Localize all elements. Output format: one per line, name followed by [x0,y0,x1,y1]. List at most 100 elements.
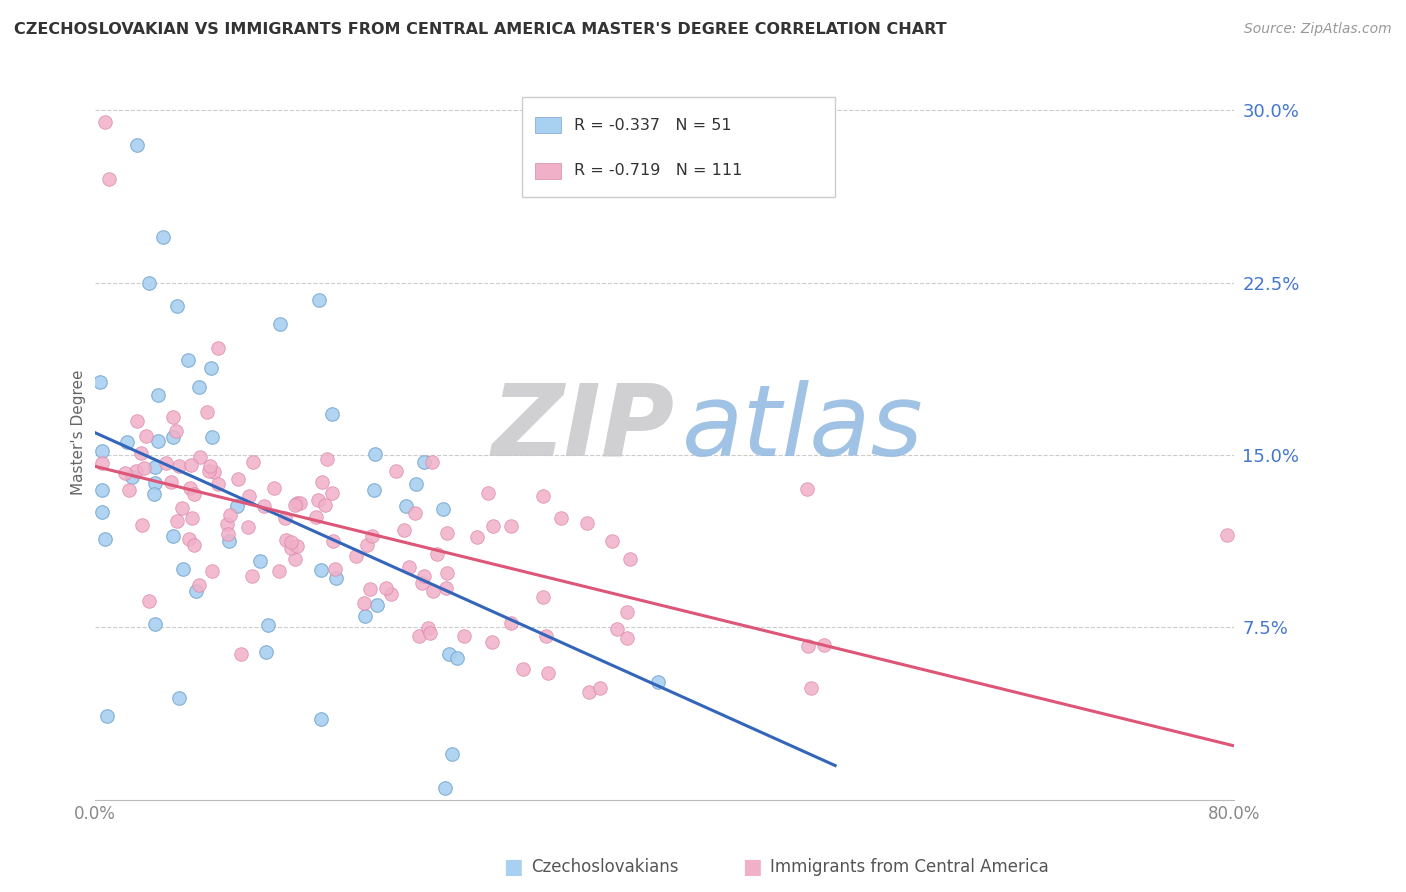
FancyBboxPatch shape [522,97,835,196]
Text: R = -0.719   N = 111: R = -0.719 N = 111 [574,163,742,178]
Point [434,581,457,595]
Y-axis label: Master's Degree: Master's Degree [72,369,86,495]
Point [418,621,440,635]
Point [263,481,285,495]
Point [180,458,202,472]
Point [578,685,600,699]
Point [229,647,252,661]
Point [284,551,307,566]
Point [481,635,503,649]
Point [363,483,385,497]
Point [285,496,308,510]
Point [477,486,499,500]
Point [201,430,224,444]
FancyBboxPatch shape [536,117,561,133]
Point [600,533,623,548]
Point [207,477,229,491]
Point [813,638,835,652]
Point [118,483,141,497]
Point [226,499,249,513]
Point [125,464,148,478]
Point [94,532,117,546]
Point [155,456,177,470]
Point [198,458,221,473]
Point [311,475,333,489]
Point [534,629,557,643]
Point [167,690,190,705]
Point [267,564,290,578]
Point [218,534,240,549]
Point [465,530,488,544]
Point [90,483,112,497]
Point [308,293,330,307]
Point [162,430,184,444]
Point [501,616,523,631]
Point [398,559,420,574]
Point [195,405,218,419]
Point [127,137,149,152]
Point [550,510,572,524]
Point [375,581,398,595]
Point [380,587,402,601]
Text: Immigrants from Central America: Immigrants from Central America [770,858,1049,876]
Point [619,551,641,566]
Point [408,629,430,643]
Point [132,460,155,475]
Point [647,674,669,689]
Point [254,645,277,659]
Point [238,489,260,503]
Point [257,617,280,632]
Point [96,709,118,723]
Point [226,472,249,486]
Point [138,594,160,608]
Text: Czechoslovakians: Czechoslovakians [531,858,679,876]
Point [432,501,454,516]
Point [797,639,820,653]
Point [309,563,332,577]
Point [284,498,307,512]
Point [321,486,343,500]
Point [384,464,406,478]
Point [218,508,240,523]
Text: Source: ZipAtlas.com: Source: ZipAtlas.com [1244,22,1392,37]
Point [167,458,190,473]
Point [202,465,225,479]
Point [143,616,166,631]
Point [437,648,460,662]
Point [290,496,312,510]
Point [238,520,260,534]
Point [531,590,554,604]
Point [412,569,434,583]
Point [115,435,138,450]
Point [405,476,427,491]
Point [364,447,387,461]
Point [616,631,638,645]
Text: ■: ■ [742,857,762,877]
Point [172,501,194,516]
Point [172,562,194,576]
Point [395,499,418,513]
Point [188,450,211,464]
Point [308,493,330,508]
Point [481,519,503,533]
Text: atlas: atlas [682,380,924,476]
Point [146,387,169,401]
Point [589,681,612,696]
Point [165,424,187,438]
Point [316,451,339,466]
Point [314,499,336,513]
Point [434,781,457,796]
Point [537,666,560,681]
Point [426,547,449,561]
Point [217,527,239,541]
Point [121,470,143,484]
Point [91,456,114,470]
Point [93,114,115,128]
Point [354,608,377,623]
Point [242,455,264,469]
Point [499,519,522,533]
Point [90,505,112,519]
Point [240,569,263,583]
Point [436,525,458,540]
Point [285,539,308,553]
